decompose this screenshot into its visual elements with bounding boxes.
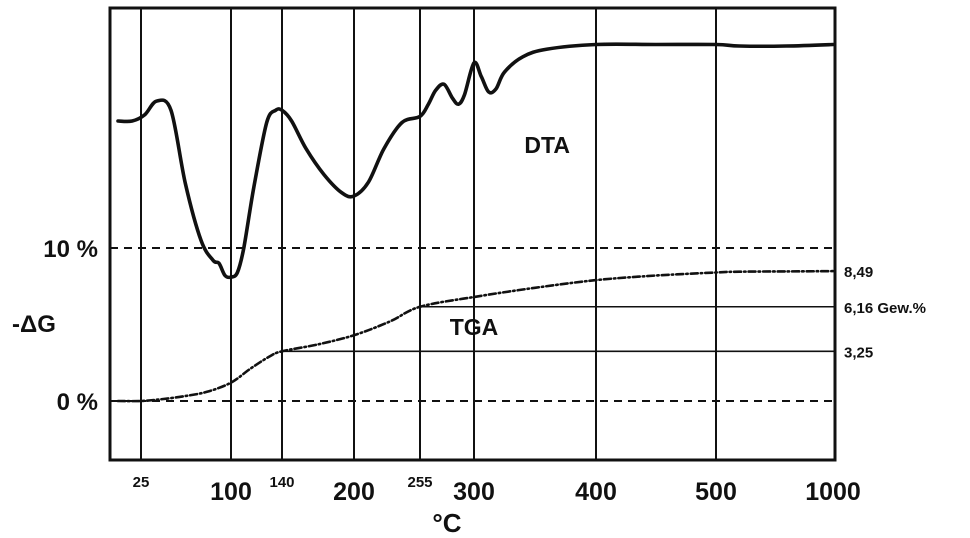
x-tick-label: 100 bbox=[210, 478, 252, 506]
y-tick-label: 10 % bbox=[43, 236, 98, 263]
grid-layer bbox=[140, 8, 717, 460]
series-line-dta bbox=[116, 42, 835, 280]
x-tick-label: 500 bbox=[695, 478, 737, 506]
x-tick-label: 1000 bbox=[805, 478, 861, 506]
x-axis-label: °C bbox=[432, 508, 461, 538]
x-tick-label: 25 bbox=[133, 474, 150, 491]
annotations: 8,49 6,16 Gew.% 3,25 DTA TGA bbox=[450, 132, 926, 361]
series-label: DTA bbox=[524, 132, 570, 158]
x-tick-label: 400 bbox=[575, 478, 617, 506]
x-tick-label: 140 bbox=[269, 474, 294, 491]
value-annotation: 3,25 bbox=[844, 344, 873, 361]
x-tick-label: 200 bbox=[333, 478, 375, 506]
y-axis-label: -ΔG bbox=[12, 311, 56, 338]
x-tick-label: 255 bbox=[407, 474, 432, 491]
x-tick-label: 300 bbox=[453, 478, 495, 506]
series-line-tga bbox=[116, 269, 835, 403]
tick-labels: 25 100 140 200 255 300 400 500 1000 0 % 10 % bbox=[43, 236, 861, 506]
plot-frame bbox=[108, 6, 837, 462]
series-layer bbox=[116, 42, 835, 403]
value-annotation: 6,16 Gew.% bbox=[844, 300, 926, 317]
reference-lines bbox=[110, 247, 835, 402]
value-annotation: 8,49 bbox=[844, 264, 873, 281]
series-label: TGA bbox=[450, 314, 499, 340]
y-tick-label: 0 % bbox=[57, 389, 98, 416]
